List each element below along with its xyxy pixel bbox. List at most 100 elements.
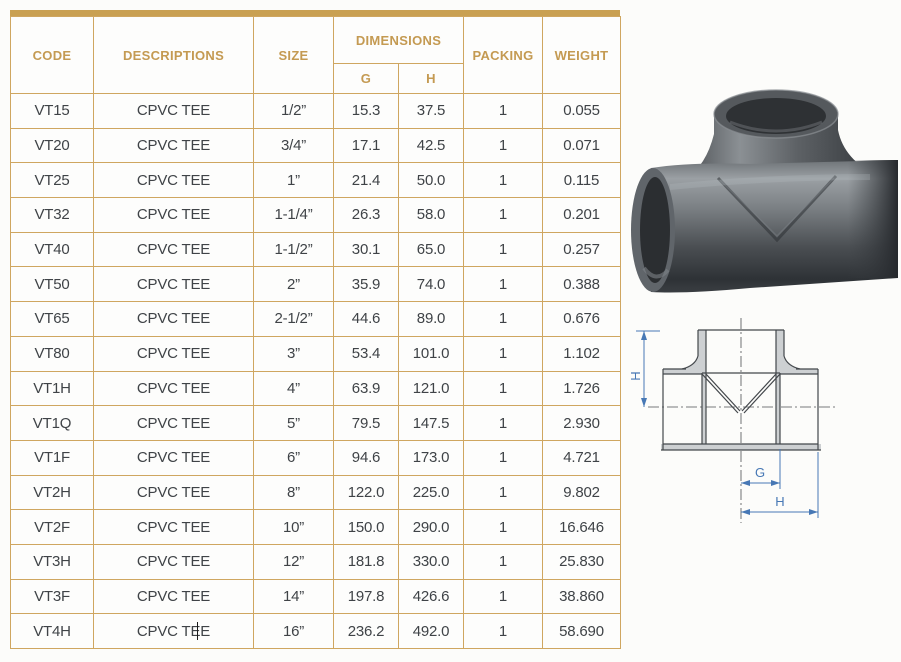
technical-drawing: H G H [628, 316, 860, 546]
table-row: VT25 CPVC TEE 1” 21.4 50.0 1 0.115 [10, 162, 621, 199]
cell-code: VT40 [10, 231, 94, 268]
cell-weight: 0.201 [542, 197, 621, 233]
cell-description[interactable]: CPVC TEE [93, 613, 254, 649]
cell-weight: 0.071 [542, 127, 621, 164]
cell-packing: 1 [463, 578, 543, 615]
cell-h: 50.0 [398, 162, 464, 199]
dim-label-g: G [755, 465, 765, 480]
cell-code: VT1Q [10, 405, 94, 441]
cell-h: 37.5 [398, 93, 464, 129]
cell-packing: 1 [463, 197, 543, 233]
cell-code: VT15 [10, 93, 94, 129]
cell-code: VT65 [10, 301, 94, 337]
cell-size: 1” [253, 162, 334, 199]
cell-code: VT20 [10, 127, 94, 164]
cell-packing: 1 [463, 127, 543, 164]
cell-packing: 1 [463, 405, 543, 441]
cell-h: 492.0 [398, 613, 464, 649]
top-socket-bore [726, 98, 826, 134]
cell-code: VT32 [10, 197, 94, 233]
cell-g: 44.6 [333, 301, 399, 337]
cell-description: CPVC TEE [93, 127, 254, 164]
left-bore-inner-wall [642, 266, 670, 279]
cell-description: CPVC TEE [93, 301, 254, 337]
cell-g: 17.1 [333, 127, 399, 164]
cell-size: 6” [253, 439, 334, 476]
top-rim-highlight [713, 89, 839, 139]
cell-g: 181.8 [333, 543, 399, 580]
table-accent-bar [10, 10, 620, 16]
table-row: VT80 CPVC TEE 3” 53.4 101.0 1 1.102 [10, 335, 621, 372]
cell-size: 14” [253, 578, 334, 615]
table-row: VT2F CPVC TEE 10” 150.0 290.0 1 16.646 [10, 509, 621, 545]
cell-code: VT3F [10, 578, 94, 615]
cell-h: 65.0 [398, 231, 464, 268]
cell-weight: 0.257 [542, 231, 621, 268]
header-size: SIZE [253, 16, 334, 94]
cell-g: 150.0 [333, 509, 399, 545]
dim-label-h-horizontal: H [775, 494, 784, 509]
cell-h: 101.0 [398, 335, 464, 372]
cell-size: 16” [253, 613, 334, 649]
cell-code: VT3H [10, 543, 94, 580]
cell-code: VT80 [10, 335, 94, 372]
cell-code: VT1F [10, 439, 94, 476]
cell-packing: 1 [463, 162, 543, 199]
cell-h: 173.0 [398, 439, 464, 476]
table-row: VT1Q CPVC TEE 5” 79.5 147.5 1 2.930 [10, 405, 621, 441]
cell-g: 30.1 [333, 231, 399, 268]
cell-weight: 58.690 [542, 613, 621, 649]
header-dim-h: H [398, 63, 464, 94]
cell-packing: 1 [463, 509, 543, 545]
cell-h: 89.0 [398, 301, 464, 337]
table-row: VT40 CPVC TEE 1-1/2” 30.1 65.0 1 0.257 [10, 231, 621, 268]
cell-g: 35.9 [333, 266, 399, 303]
table-row: VT20 CPVC TEE 3/4” 17.1 42.5 1 0.071 [10, 127, 621, 164]
header-code: CODE [10, 16, 94, 94]
dim-label-h-vertical: H [628, 371, 643, 380]
cell-weight: 1.102 [542, 335, 621, 372]
table-row: VT65 CPVC TEE 2-1/2” 44.6 89.0 1 0.676 [10, 301, 621, 337]
cell-description: CPVC TEE [93, 405, 254, 441]
header-descriptions: DESCRIPTIONS [93, 16, 254, 94]
table-row: VT1H CPVC TEE 4” 63.9 121.0 1 1.726 [10, 370, 621, 407]
cell-description: CPVC TEE [93, 509, 254, 545]
cell-size: 1-1/4” [253, 197, 334, 233]
cell-weight: 16.646 [542, 509, 621, 545]
cell-packing: 1 [463, 474, 543, 511]
cell-size: 3” [253, 335, 334, 372]
cell-packing: 1 [463, 335, 543, 372]
cell-code: VT50 [10, 266, 94, 303]
cell-weight: 0.388 [542, 266, 621, 303]
cpvc-tee-photo [631, 89, 898, 293]
cell-description: CPVC TEE [93, 578, 254, 615]
cell-g: 53.4 [333, 335, 399, 372]
cell-h: 147.5 [398, 405, 464, 441]
cell-size: 12” [253, 543, 334, 580]
cell-code: VT1H [10, 370, 94, 407]
cell-description: CPVC TEE [93, 370, 254, 407]
cell-h: 74.0 [398, 266, 464, 303]
tee-section-drawing: H G H [628, 318, 835, 523]
weld-seam [716, 174, 838, 243]
cell-g: 26.3 [333, 197, 399, 233]
cell-packing: 1 [463, 543, 543, 580]
cell-code: VT2F [10, 509, 94, 545]
cell-packing: 1 [463, 370, 543, 407]
cell-size: 1-1/2” [253, 231, 334, 268]
cell-code: VT25 [10, 162, 94, 199]
cell-packing: 1 [463, 439, 543, 476]
cell-description: CPVC TEE [93, 266, 254, 303]
cell-g: 122.0 [333, 474, 399, 511]
cell-weight: 1.726 [542, 370, 621, 407]
cell-h: 290.0 [398, 509, 464, 545]
table-row: VT3H CPVC TEE 12” 181.8 330.0 1 25.830 [10, 543, 621, 580]
table-row: VT32 CPVC TEE 1-1/4” 26.3 58.0 1 0.201 [10, 197, 621, 233]
cell-g: 63.9 [333, 370, 399, 407]
cell-description: CPVC TEE [93, 543, 254, 580]
seam-highlight [719, 177, 835, 238]
cell-description: CPVC TEE [93, 335, 254, 372]
cell-weight: 25.830 [542, 543, 621, 580]
cell-h: 225.0 [398, 474, 464, 511]
